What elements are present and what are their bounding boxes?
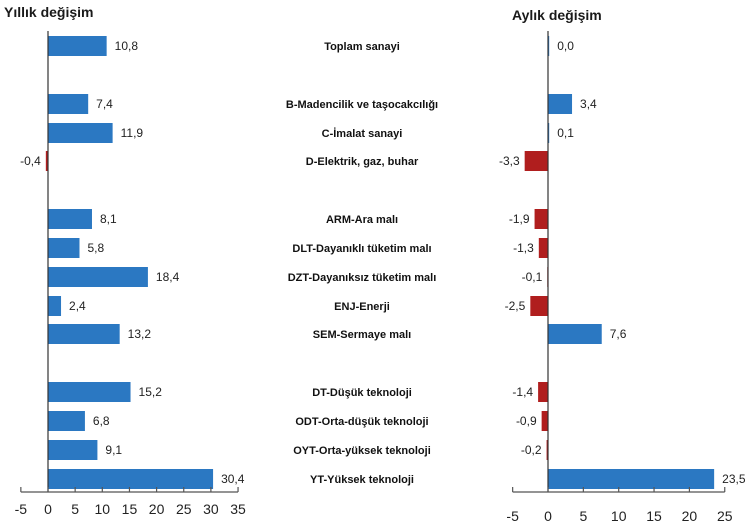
left-bar <box>48 411 85 431</box>
right-x-tick-label: 10 <box>611 508 627 524</box>
category-label: ENJ-Enerji <box>334 301 390 313</box>
left-bar-value-label: 6,8 <box>93 414 110 428</box>
left-bar-value-label: -0,4 <box>20 154 41 168</box>
left-bar <box>48 36 107 56</box>
right-bar-value-label: 7,6 <box>610 327 627 341</box>
left-bar-value-label: 8,1 <box>100 212 117 226</box>
right-x-tick-label: -5 <box>506 508 519 524</box>
right-bar-value-label: -0,2 <box>521 443 542 457</box>
left-x-tick-label: 15 <box>122 501 138 517</box>
category-labels: Toplam sanayi B-Madencilik ve taşocakcılı… <box>286 41 438 486</box>
right-x-tick-label: 5 <box>579 508 587 524</box>
left-bar <box>48 238 80 258</box>
left-bar-value-label: 2,4 <box>69 299 86 313</box>
left-bar-value-label: 9,1 <box>105 443 122 457</box>
left-x-tick-label: 10 <box>95 501 111 517</box>
left-bar <box>48 296 62 316</box>
category-label: SEM-Sermaye malı <box>313 329 411 341</box>
right-chart-monthly: 0,0 3,4 0,1 -3,3 -1,9 -1,3 -0,1 -2,5 7,6 -1,4 -0,9… <box>499 31 746 524</box>
left-chart-title: Yıllık değişim <box>4 4 93 20</box>
left-bar <box>45 151 48 171</box>
right-x-tick-label: 0 <box>544 508 552 524</box>
right-bar <box>538 238 548 258</box>
right-bar-value-label: 3,4 <box>580 97 597 111</box>
right-bar <box>546 440 548 460</box>
right-bar-value-label: -3,3 <box>499 154 520 168</box>
left-bar <box>48 209 92 229</box>
right-bar <box>548 94 573 114</box>
left-bar <box>48 469 214 489</box>
right-bar-value-label: -1,3 <box>513 241 534 255</box>
right-bar <box>524 151 548 171</box>
left-bar-value-label: 13,2 <box>128 327 152 341</box>
left-bar-value-label: 7,4 <box>96 97 113 111</box>
left-bar <box>48 324 120 344</box>
left-x-tick-label: 25 <box>176 501 192 517</box>
left-bar-value-label: 10,8 <box>115 39 139 53</box>
right-bar-value-label: -1,9 <box>509 212 530 226</box>
left-bar-value-label: 15,2 <box>139 385 163 399</box>
left-bar <box>48 123 113 143</box>
category-label: ODT-Orta-düşük teknoloji <box>295 416 428 428</box>
right-bar-value-label: 0,1 <box>557 126 574 140</box>
left-bar-value-label: 11,9 <box>121 126 144 140</box>
category-label: Toplam sanayi <box>324 41 400 53</box>
right-bar <box>534 209 548 229</box>
right-bar <box>530 296 548 316</box>
left-chart-yearly: 10,8 7,4 11,9 -0,4 8,1 5,8 18,4 2,4 13,2 15,2 6,8 9… <box>15 31 246 517</box>
left-x-tick-label: 0 <box>44 501 52 517</box>
left-bar <box>48 382 131 402</box>
right-bar <box>548 324 602 344</box>
category-label: ARM-Ara malı <box>326 214 398 226</box>
right-chart-title: Aylık değişim <box>512 7 602 23</box>
left-x-tick-label: 20 <box>149 501 165 517</box>
right-bar <box>541 411 548 431</box>
left-bar <box>48 267 148 287</box>
left-bar <box>48 94 89 114</box>
right-bar-value-label: -2,5 <box>505 299 526 313</box>
left-x-tick-label: 35 <box>230 501 246 517</box>
right-x-tick-label: 15 <box>646 508 662 524</box>
right-bar-value-label: -0,9 <box>516 414 537 428</box>
right-bar-value-label: 0,0 <box>557 39 574 53</box>
left-x-tick-label: 30 <box>203 501 219 517</box>
category-label: DLT-Dayanıklı tüketim malı <box>292 243 431 255</box>
right-bar-value-label: -0,1 <box>522 270 543 284</box>
right-bar <box>548 469 715 489</box>
category-label: DT-Düşük teknoloji <box>312 387 412 399</box>
right-bar-value-label: 23,5 <box>722 472 746 486</box>
left-bar <box>48 440 98 460</box>
left-bar-value-label: 30,4 <box>221 472 245 486</box>
left-x-tick-label: 5 <box>71 501 79 517</box>
right-bar <box>538 382 548 402</box>
category-label: DZT-Dayanıksız tüketim malı <box>288 272 437 284</box>
category-label: D-Elektrik, gaz, buhar <box>306 156 419 168</box>
left-bar-value-label: 5,8 <box>87 241 104 255</box>
right-x-tick-label: 25 <box>717 508 733 524</box>
right-x-tick-label: 20 <box>682 508 698 524</box>
left-bar-value-label: 18,4 <box>156 270 180 284</box>
category-label: B-Madencilik ve taşocakcılığı <box>286 99 438 111</box>
category-label: YT-Yüksek teknoloji <box>310 474 414 486</box>
category-label: C-İmalat sanayi <box>322 127 403 140</box>
left-x-tick-label: -5 <box>15 501 28 517</box>
category-label: OYT-Orta-yüksek teknoloji <box>293 445 431 457</box>
right-bar-value-label: -1,4 <box>512 385 533 399</box>
